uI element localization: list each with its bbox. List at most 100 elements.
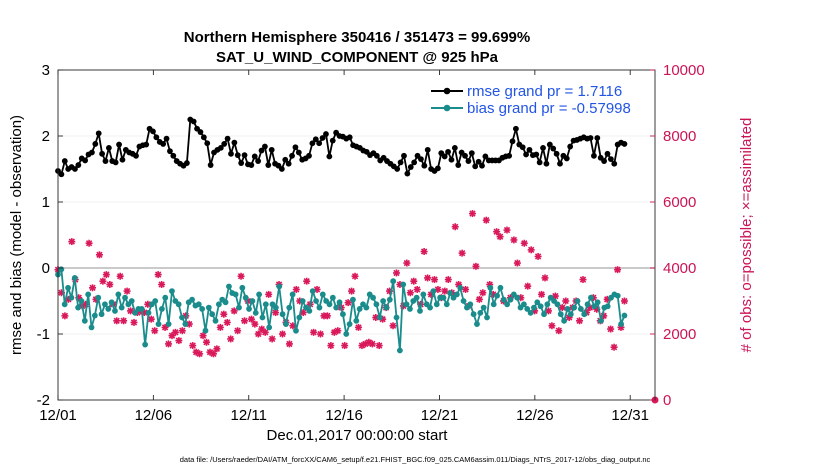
bias-point: [373, 301, 380, 308]
rmse-point: [167, 148, 173, 155]
bias-point: [232, 291, 239, 298]
obs-possible-point: [216, 323, 224, 331]
bias-point: [557, 311, 564, 318]
obs-possible-point: [106, 281, 114, 288]
bias-point: [316, 304, 323, 311]
obs-possible-point: [254, 330, 262, 338]
bias-point: [112, 308, 118, 314]
bias-point: [453, 291, 460, 298]
obs-possible-point: [368, 340, 376, 348]
obs-possible-point: [392, 269, 400, 277]
obs-possible-point: [389, 322, 397, 330]
bias-point: [296, 314, 303, 321]
bias-point: [487, 284, 494, 291]
rmse-point: [604, 150, 611, 157]
obs-possible-point: [475, 295, 483, 303]
rmse-point: [238, 160, 245, 166]
rmse-point: [265, 162, 272, 168]
obs-possible-point: [102, 271, 110, 279]
bias-point: [239, 284, 246, 291]
obs-possible-point: [493, 228, 501, 236]
obs-possible-point: [576, 317, 584, 325]
rmse-point: [411, 159, 418, 166]
obs-possible-point: [424, 274, 432, 282]
obs-possible-point: [285, 340, 293, 348]
rmse-point: [153, 134, 160, 141]
bias-point: [306, 308, 313, 314]
legend-rmse-marker: [443, 87, 451, 95]
bias-point: [413, 294, 420, 301]
bias-point: [541, 311, 547, 318]
obs-possible-point: [209, 350, 217, 358]
rmse-point: [116, 141, 122, 148]
bias-point: [380, 298, 387, 304]
bias-point: [531, 304, 537, 311]
rmse-point: [221, 141, 228, 147]
bias-point: [299, 298, 306, 304]
rmse-point: [546, 141, 553, 148]
obs-possible-point: [175, 337, 183, 345]
obs-possible-point: [272, 309, 280, 317]
bias-point: [115, 291, 122, 298]
y-right-tick-label: 10000: [663, 62, 705, 79]
rmse-point: [224, 135, 231, 142]
bias-point: [195, 301, 202, 308]
rmse-point: [479, 162, 485, 169]
rmse-point: [455, 162, 462, 168]
bias-point: [561, 317, 568, 324]
obs-possible-point: [403, 259, 411, 267]
bias-point: [544, 301, 551, 308]
footer-data-file: data file: /Users/raeder/DAI/ATM_forcXX/…: [180, 455, 651, 464]
rmse-point: [183, 160, 190, 166]
rmse-point: [506, 152, 513, 159]
x-tick-label: 12/11: [231, 407, 267, 424]
obs-possible-point: [462, 285, 470, 293]
obs-possible-point: [292, 285, 300, 293]
rmse-point: [401, 152, 407, 159]
bias-point: [162, 294, 169, 301]
bias-series: [55, 266, 628, 354]
obs-possible-point: [607, 325, 615, 333]
bias-point: [500, 296, 507, 303]
rmse-point: [553, 150, 560, 157]
bias-point: [61, 301, 68, 308]
rmse-point: [462, 152, 468, 159]
bias-point: [272, 304, 279, 311]
x-tick-label: 12/26: [516, 407, 554, 424]
bias-point: [554, 301, 561, 308]
rmse-point: [234, 152, 241, 159]
bias-point: [252, 309, 259, 316]
obs-possible-point: [479, 289, 487, 297]
obs-possible-point: [220, 310, 228, 318]
obs-possible-point: [513, 259, 521, 267]
rmse-point: [482, 153, 489, 160]
bias-point: [71, 275, 78, 281]
rmse-point: [258, 147, 265, 154]
obs-possible-point: [268, 335, 276, 343]
obs-possible-point: [341, 342, 349, 350]
bias-point: [179, 314, 185, 321]
bias-point: [142, 341, 149, 348]
obs-possible-point: [348, 287, 356, 295]
bias-point: [396, 347, 403, 354]
bias-point: [567, 311, 574, 318]
rmse-point: [594, 135, 601, 141]
obs-possible-point: [444, 276, 452, 284]
obs-possible-point: [310, 328, 318, 336]
obs-possible-point: [158, 281, 166, 288]
bias-point: [577, 306, 584, 312]
y-right-tick-label: 8000: [663, 128, 696, 145]
rmse-series: [55, 116, 628, 178]
rmse-point: [61, 158, 68, 164]
bias-point: [88, 324, 95, 331]
bias-point: [289, 291, 296, 298]
bias-point: [346, 321, 353, 327]
bias-point: [460, 298, 467, 304]
obs-possible-point: [113, 317, 121, 325]
bias-point: [98, 311, 105, 318]
rmse-point: [421, 162, 428, 169]
obs-possible-point: [534, 252, 542, 260]
bias-point: [440, 294, 447, 301]
plot-frame: [57, 69, 656, 401]
rmse-point: [567, 143, 574, 150]
